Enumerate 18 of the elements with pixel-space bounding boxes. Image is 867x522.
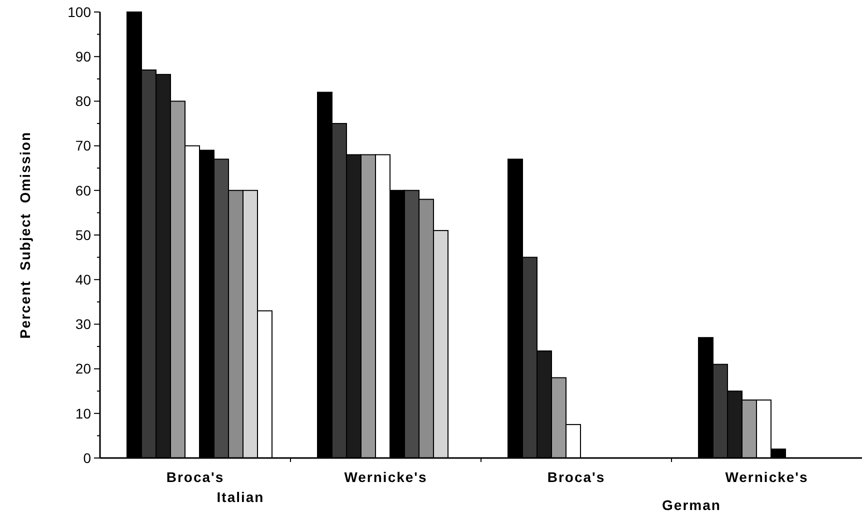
y-tick-label: 70 — [75, 138, 92, 154]
y-tick-label: 10 — [75, 405, 92, 422]
y-tick-label: 100 — [68, 4, 92, 20]
y-tick-label: 60 — [75, 182, 92, 198]
y-tick-label: 0 — [83, 450, 92, 466]
x-tick-label: Wernicke's — [344, 469, 428, 485]
y-tick-label: 20 — [75, 360, 92, 377]
x-tick-label: Broca's — [166, 469, 224, 485]
x-tick-label: Wernicke's — [725, 469, 808, 485]
y-tick-label: 80 — [75, 93, 92, 110]
y-tick-label: 30 — [75, 316, 92, 332]
text: Italian — [216, 489, 264, 505]
y-tick-label: 90 — [75, 48, 92, 64]
y-tick-label: 40 — [75, 272, 92, 288]
x-tick-label: Broca's — [547, 469, 606, 485]
y-axis-title: Percent Subject Omission — [17, 131, 33, 339]
text: German — [662, 497, 721, 513]
y-tick-label: 50 — [75, 226, 92, 243]
